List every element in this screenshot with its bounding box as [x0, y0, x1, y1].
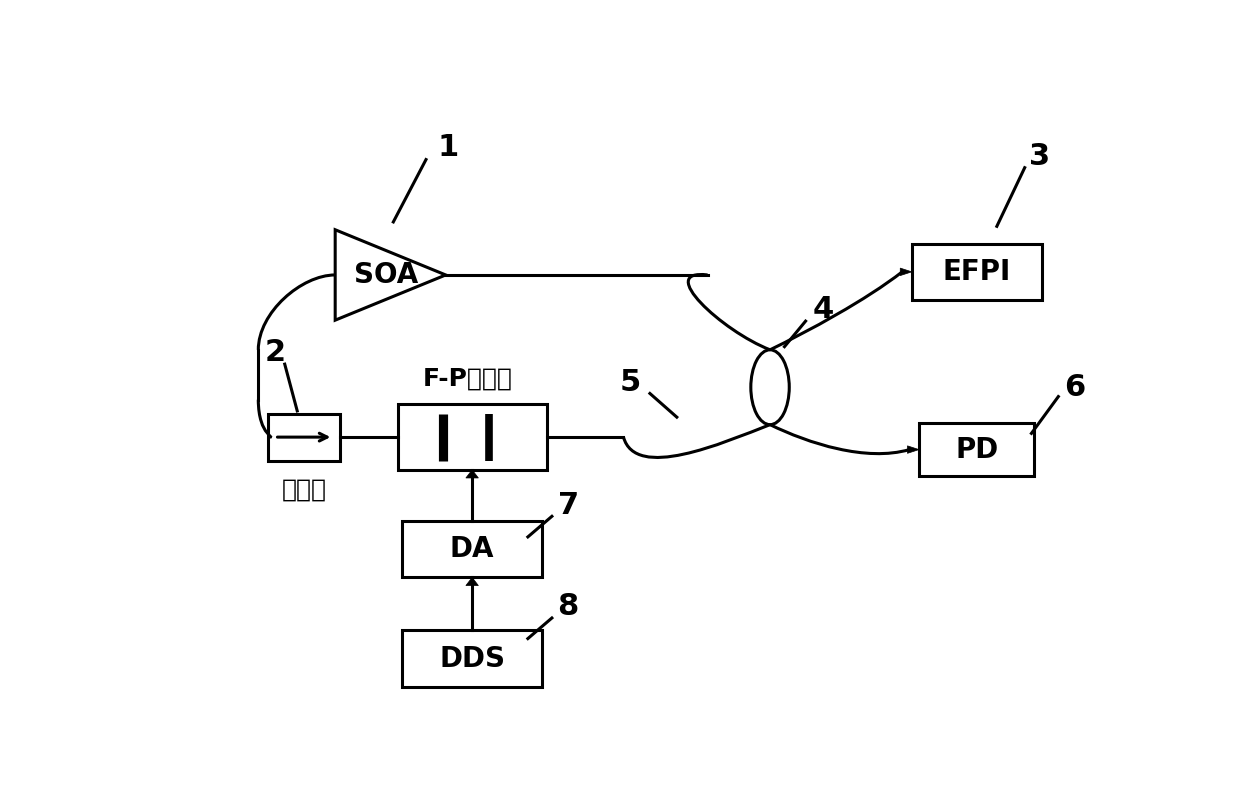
Text: 8: 8: [558, 592, 579, 621]
Text: 4: 4: [812, 295, 833, 324]
Text: 5: 5: [620, 368, 641, 397]
Polygon shape: [466, 470, 479, 478]
Polygon shape: [908, 446, 919, 454]
Polygon shape: [466, 578, 479, 586]
Text: 隔离器: 隔离器: [281, 478, 326, 502]
Text: SOA: SOA: [353, 261, 418, 289]
Text: 6: 6: [1064, 373, 1085, 402]
Text: DA: DA: [450, 535, 495, 564]
Polygon shape: [900, 268, 911, 275]
Text: 7: 7: [558, 491, 579, 520]
Text: F-P滤波器: F-P滤波器: [423, 366, 512, 390]
Text: EFPI: EFPI: [942, 258, 1011, 286]
Text: 1: 1: [438, 133, 459, 162]
Text: 2: 2: [264, 339, 285, 368]
Text: PD: PD: [955, 436, 998, 463]
Text: 3: 3: [1028, 142, 1050, 171]
Text: DDS: DDS: [439, 645, 505, 672]
